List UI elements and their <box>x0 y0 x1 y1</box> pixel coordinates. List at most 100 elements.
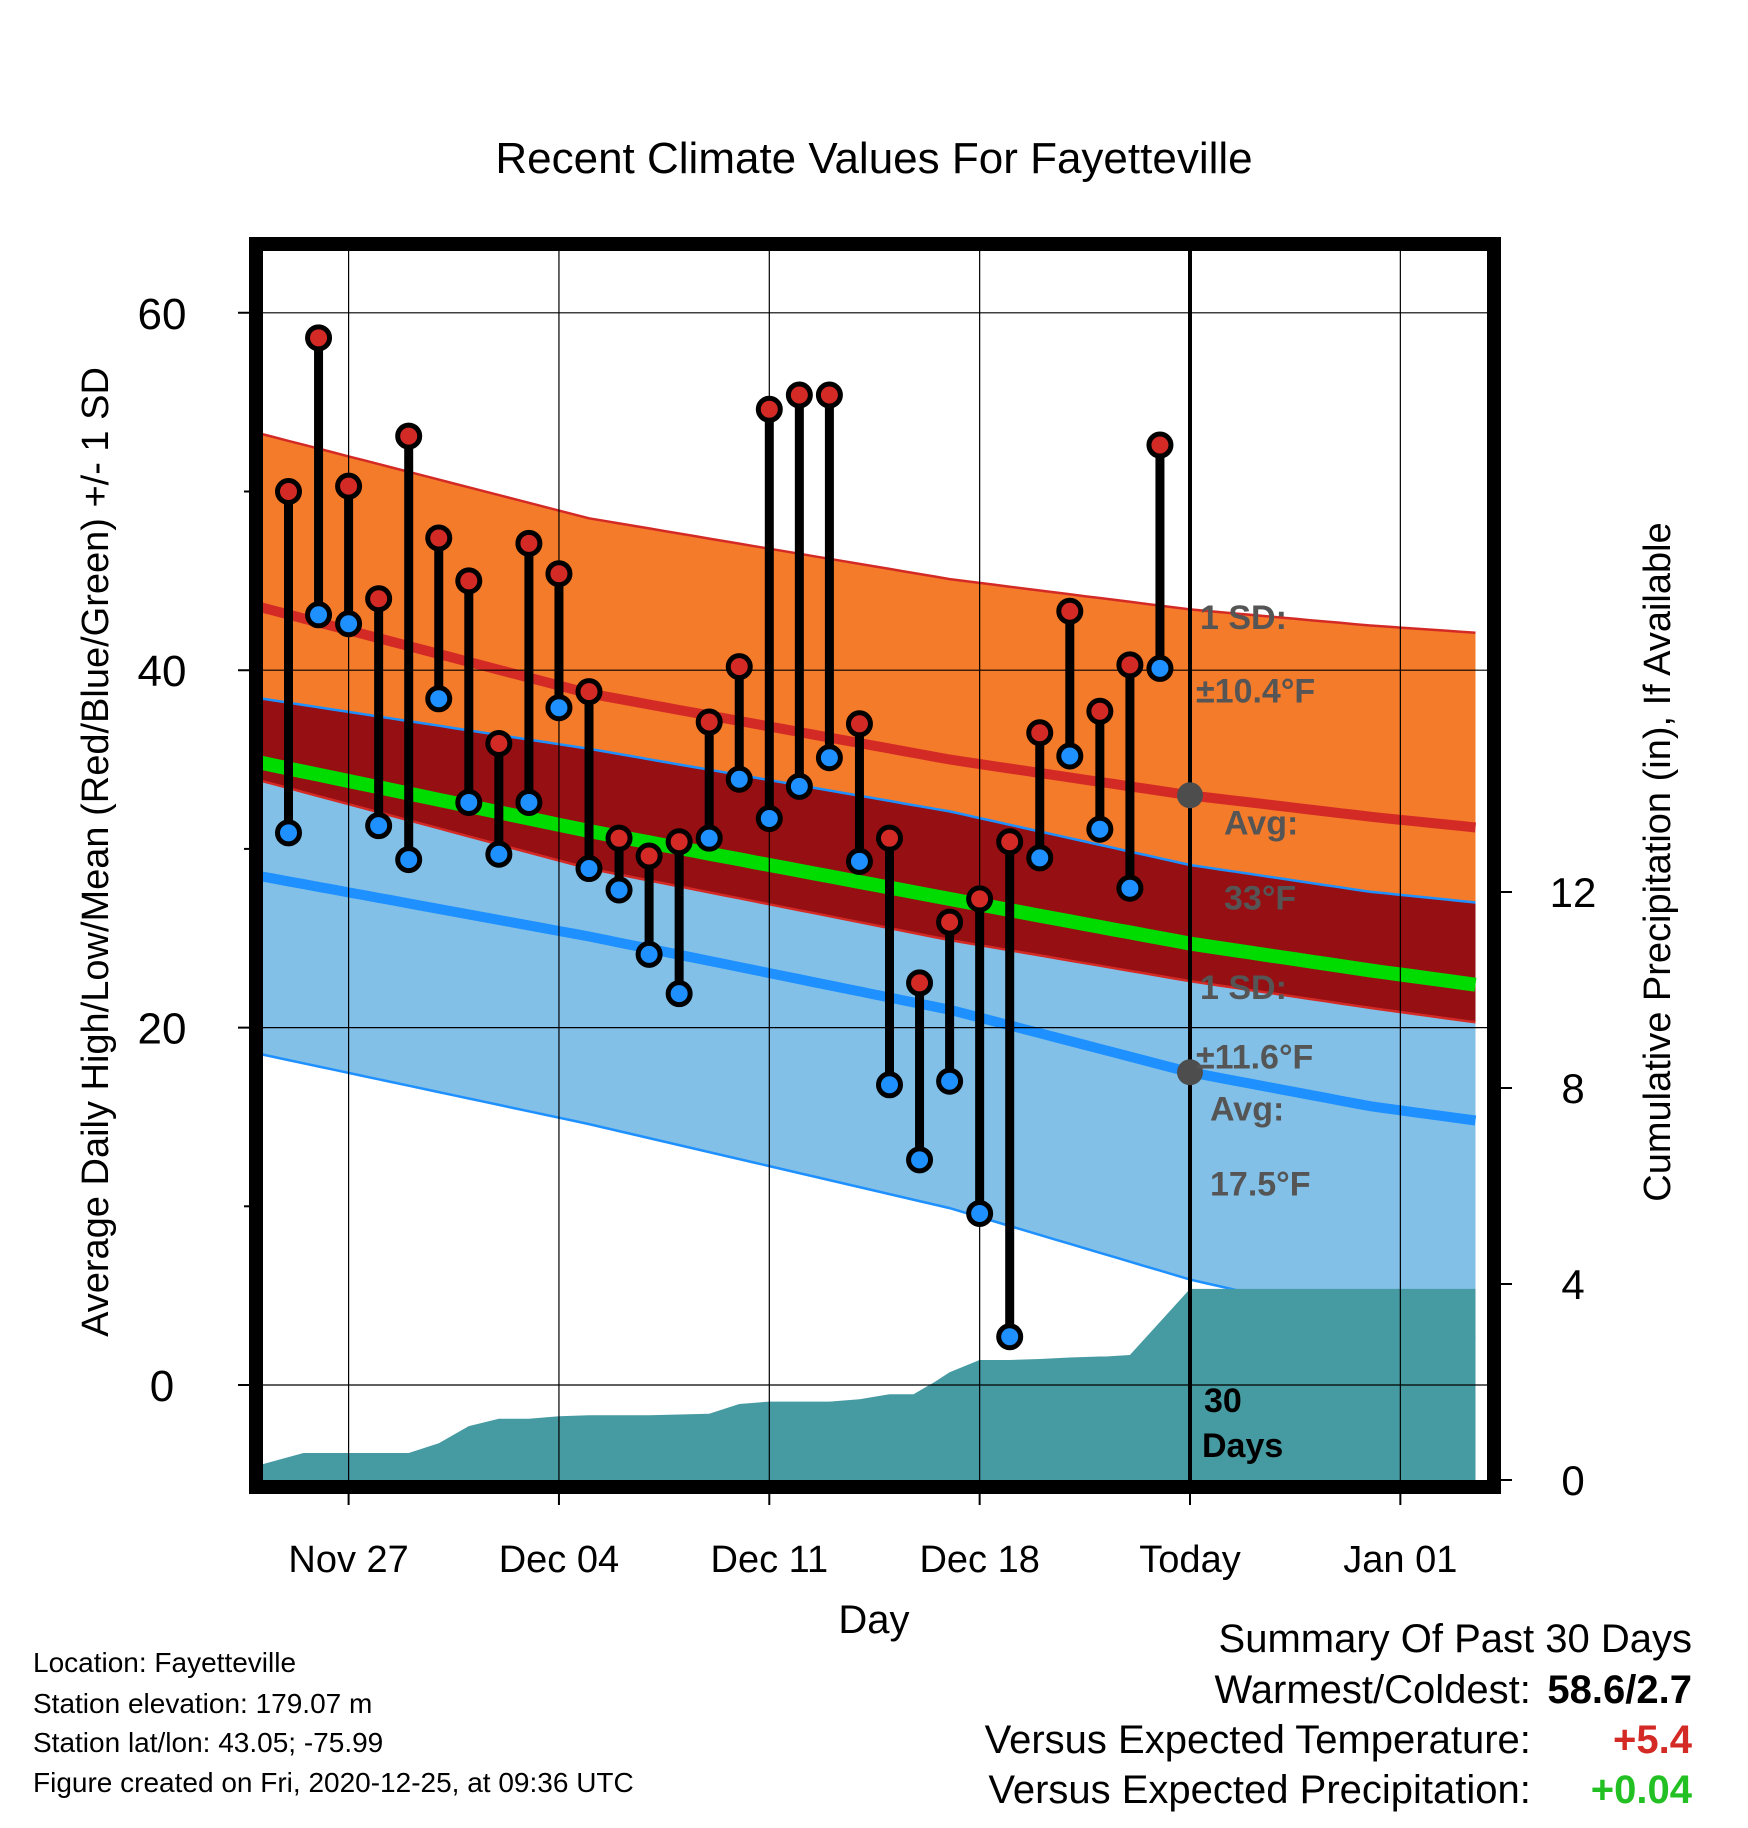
summary-precip: Versus Expected Precipitation: +0.04 <box>988 1768 1692 1813</box>
high-sd-value: ±10.4°F <box>1196 672 1315 710</box>
window-days-label: Days <box>1202 1427 1283 1465</box>
axes: 0 20 40 60 0 4 8 12 Nov 27 Dec 04 Dec 11 Dec 18 Toda… <box>138 290 1597 1581</box>
observed-high-point <box>425 524 453 552</box>
observed-high-point <box>1116 651 1144 679</box>
observed-high-point <box>455 567 483 595</box>
y2-axis-label: Cumulative Precipitation (in), If Availa… <box>1637 522 1679 1201</box>
low-sd-value: ±11.6°F <box>1196 1039 1313 1077</box>
observed-low-point <box>575 855 603 883</box>
low-avg-label: Avg: <box>1210 1091 1284 1129</box>
observed-high-point <box>906 969 934 997</box>
observed-low-point <box>485 840 513 868</box>
observed-low-point <box>906 1146 934 1174</box>
plot-frame <box>249 237 1501 1494</box>
observed-high-point <box>936 908 964 936</box>
observed-low-point <box>305 601 333 629</box>
observed-high-point <box>335 472 363 500</box>
observed-low-point <box>725 765 753 793</box>
observed-high-point <box>966 885 994 913</box>
observed-low-point <box>605 876 633 904</box>
observed-high-point <box>1056 597 1084 625</box>
observed-low-point <box>395 846 423 874</box>
avg-low-line <box>262 871 1477 1126</box>
summary-warm-cold: Warmest/Coldest: 58.6/2.7 <box>1215 1668 1693 1713</box>
avg-mean-line <box>262 755 1477 992</box>
y2-tick-label: 8 <box>1561 1065 1584 1112</box>
high-upper-sd-line <box>262 432 1476 634</box>
annotations: 1 SD: ±10.4°F Avg: 33°F 1 SD: ±11.6°F Avg: 17.5… <box>1177 245 1315 1480</box>
observed-high-point <box>305 324 333 352</box>
observed-high-point <box>1026 719 1054 747</box>
observed-low-point <box>845 847 873 875</box>
observed-high-point <box>815 381 843 409</box>
y-tick-label: 40 <box>138 647 187 696</box>
y-tick-label: 0 <box>150 1362 174 1411</box>
observed-low-point <box>996 1323 1024 1351</box>
y-tick-label: 20 <box>138 1005 187 1054</box>
avg-high-today-dot <box>1177 782 1203 809</box>
low-upper-sd-line <box>262 697 1476 904</box>
low-avg-value: 17.5°F <box>1210 1166 1311 1204</box>
observed-high-point <box>1146 431 1174 459</box>
observed-low-point <box>1086 815 1114 843</box>
high-sd-label: 1 SD: <box>1200 599 1287 637</box>
window-days-number: 30 <box>1204 1382 1242 1420</box>
gridlines <box>262 245 1492 1480</box>
observed-low-point <box>815 744 843 772</box>
temp-value: +5.4 <box>1613 1718 1692 1762</box>
y2-tick-label: 4 <box>1561 1261 1584 1308</box>
info-elevation: Station elevation: 179.07 m <box>33 1688 373 1719</box>
summary-title: Summary Of Past 30 Days <box>1218 1617 1692 1661</box>
x-tick-label: Jan 01 <box>1343 1539 1457 1581</box>
observed-low-point <box>785 772 813 800</box>
x-tick-label: Dec 18 <box>919 1539 1039 1581</box>
info-latlon: Station lat/lon: 43.05; -75.99 <box>33 1727 384 1758</box>
observed-low-point <box>755 805 783 833</box>
observed-high-point <box>665 828 693 856</box>
y-axis-label: Average Daily High/Low/Mean (Red/Blue/Gr… <box>75 367 117 1337</box>
observed-high-point <box>365 585 393 613</box>
observed-low-point <box>335 610 363 638</box>
observed-low-point <box>695 824 723 852</box>
observed-high-point <box>605 824 633 852</box>
summary-temp: Versus Expected Temperature: +5.4 <box>985 1718 1692 1763</box>
observed-high-point <box>575 678 603 706</box>
high-lower-sd-line <box>262 779 1476 1024</box>
x-tick-label: Dec 11 <box>711 1539 829 1581</box>
precip-value: +0.04 <box>1590 1768 1692 1812</box>
observed-low-point <box>1116 874 1144 902</box>
observed-low-point <box>455 788 483 816</box>
warm-cold-value: 58.6/2.7 <box>1547 1668 1692 1712</box>
chart-title: Recent Climate Values For Fayetteville <box>495 134 1252 183</box>
observed-low-point <box>966 1199 994 1227</box>
observed-low-point <box>275 819 302 847</box>
observed-low-point <box>425 685 453 713</box>
info-location: Location: Fayetteville <box>33 1647 297 1678</box>
observed-high-point <box>785 381 813 409</box>
observed-high-point <box>1086 697 1114 725</box>
observations <box>275 324 1174 1351</box>
observed-low-point <box>1056 742 1084 770</box>
observed-high-point <box>545 560 573 588</box>
low-sd-label: 1 SD: <box>1200 969 1287 1007</box>
plot-area <box>262 432 1477 1480</box>
observed-low-point <box>635 940 663 968</box>
observed-high-point <box>996 828 1024 856</box>
y-tick-label: 60 <box>138 290 187 339</box>
x-tick-label: Nov 27 <box>288 1539 408 1581</box>
x-tick-label: Today <box>1139 1539 1240 1581</box>
high-avg-label: Avg: <box>1224 805 1298 843</box>
y2-tick-label: 0 <box>1561 1457 1584 1504</box>
observed-high-point <box>635 842 663 870</box>
observed-high-point <box>876 824 903 852</box>
observed-low-point <box>1146 654 1174 682</box>
warm-cold-label: Warmest/Coldest: <box>1214 1668 1531 1712</box>
observed-high-point <box>845 710 873 738</box>
observed-low-point <box>936 1067 964 1095</box>
avg-low-today-dot <box>1177 1059 1203 1086</box>
observed-low-point <box>545 694 573 722</box>
precip-label: Versus Expected Precipitation: <box>988 1768 1531 1812</box>
high-avg-value: 33°F <box>1224 880 1296 918</box>
temp-label: Versus Expected Temperature: <box>984 1718 1531 1762</box>
